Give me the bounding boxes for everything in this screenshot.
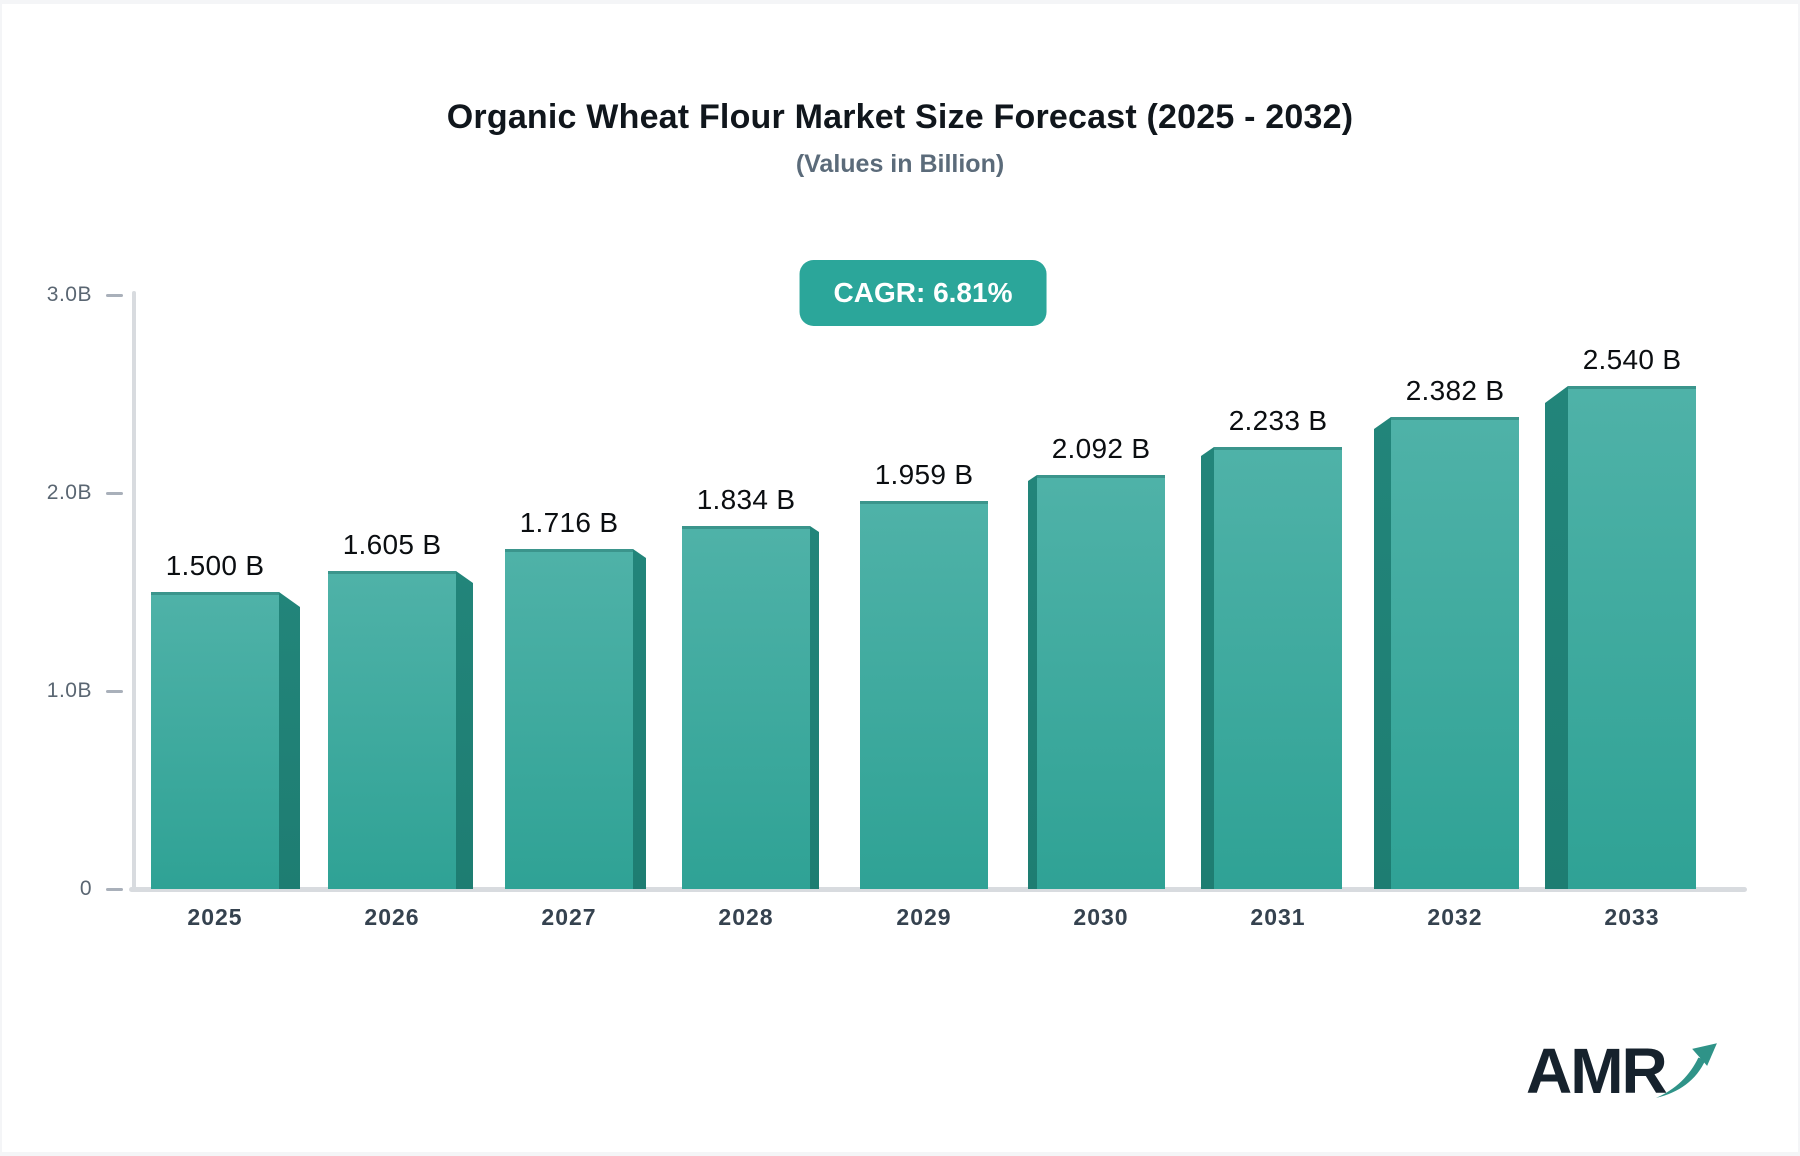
x-axis-label: 2026: [364, 904, 420, 930]
bar-face: [328, 571, 456, 889]
bar-2027: [505, 549, 646, 889]
y-tick: 0: [22, 877, 123, 901]
bar-2031: [1201, 447, 1342, 889]
y-tick: 2.0B: [22, 481, 123, 505]
y-tick-dash: [106, 491, 123, 495]
bar-value-label: 1.605 B: [342, 529, 442, 560]
y-tick: 1.0B: [22, 679, 123, 703]
bar-side-face: [633, 549, 646, 889]
bar-side-face: [279, 592, 300, 889]
x-axis-label: 2032: [1427, 904, 1483, 930]
y-tick-dash: [106, 887, 123, 891]
x-axis-label: 2033: [1604, 904, 1660, 930]
bar-face: [1214, 447, 1342, 889]
bar-2029: [860, 501, 988, 889]
bar-face: [1391, 417, 1519, 889]
x-axis-label: 2030: [1073, 904, 1129, 930]
bar-face: [1568, 386, 1696, 889]
chart-card: Organic Wheat Flour Market Size Forecast…: [2, 4, 1798, 1152]
amr-logo-text: AMR: [1526, 1035, 1668, 1107]
y-tick-dash: [106, 689, 123, 693]
bar-value-label: 2.092 B: [1051, 433, 1151, 464]
chart-subtitle: (Values in Billion): [795, 150, 1005, 178]
bar-side-face: [1545, 386, 1568, 889]
y-tick: 3.0B: [22, 283, 123, 307]
y-tick-label: 3.0B: [46, 283, 92, 306]
bar-value-label: 1.500 B: [165, 550, 265, 581]
amr-logo: AMR: [1526, 1026, 1736, 1116]
bar-2030: [1028, 475, 1165, 889]
bar-2033: [1545, 386, 1696, 889]
bar-value-label: 1.716 B: [519, 507, 619, 538]
bar-value-label: 2.540 B: [1582, 344, 1682, 375]
y-tick-label: 2.0B: [46, 481, 92, 504]
bar-face: [682, 526, 810, 889]
y-tick-dash: [106, 293, 123, 297]
x-axis-label: 2025: [187, 904, 243, 930]
bar-2032: [1374, 417, 1519, 889]
growth-arrow-icon: [1656, 1043, 1717, 1098]
bar-2025: [151, 592, 300, 889]
x-axis-line: [129, 887, 1747, 892]
bar-value-label: 1.959 B: [874, 459, 974, 490]
x-axis-label: 2027: [541, 904, 597, 930]
bar-side-face: [456, 571, 473, 889]
bar-2028: [682, 526, 819, 889]
bar-side-face: [1201, 447, 1214, 889]
x-axis-label: 2028: [718, 904, 774, 930]
bar-face: [505, 549, 633, 889]
chart-title: Organic Wheat Flour Market Size Forecast…: [446, 98, 1354, 136]
y-tick-label: 1.0B: [46, 679, 92, 702]
bar-side-face: [1374, 417, 1391, 889]
bar-side-face: [1028, 475, 1037, 889]
bar-value-label: 1.834 B: [696, 484, 796, 515]
bar-2026: [328, 571, 473, 889]
bar-face: [151, 592, 279, 889]
x-axis-label: 2031: [1250, 904, 1306, 930]
cagr-badge: CAGR: 6.81%: [799, 260, 1047, 326]
bar-value-label: 2.382 B: [1405, 375, 1505, 406]
bar-face: [1037, 475, 1165, 889]
y-tick-label: 0: [79, 877, 92, 900]
bar-value-label: 2.233 B: [1228, 405, 1328, 436]
bar-face: [860, 501, 988, 889]
bar-side-face: [810, 526, 819, 889]
x-axis-label: 2029: [896, 904, 952, 930]
y-axis-line: [132, 291, 136, 891]
